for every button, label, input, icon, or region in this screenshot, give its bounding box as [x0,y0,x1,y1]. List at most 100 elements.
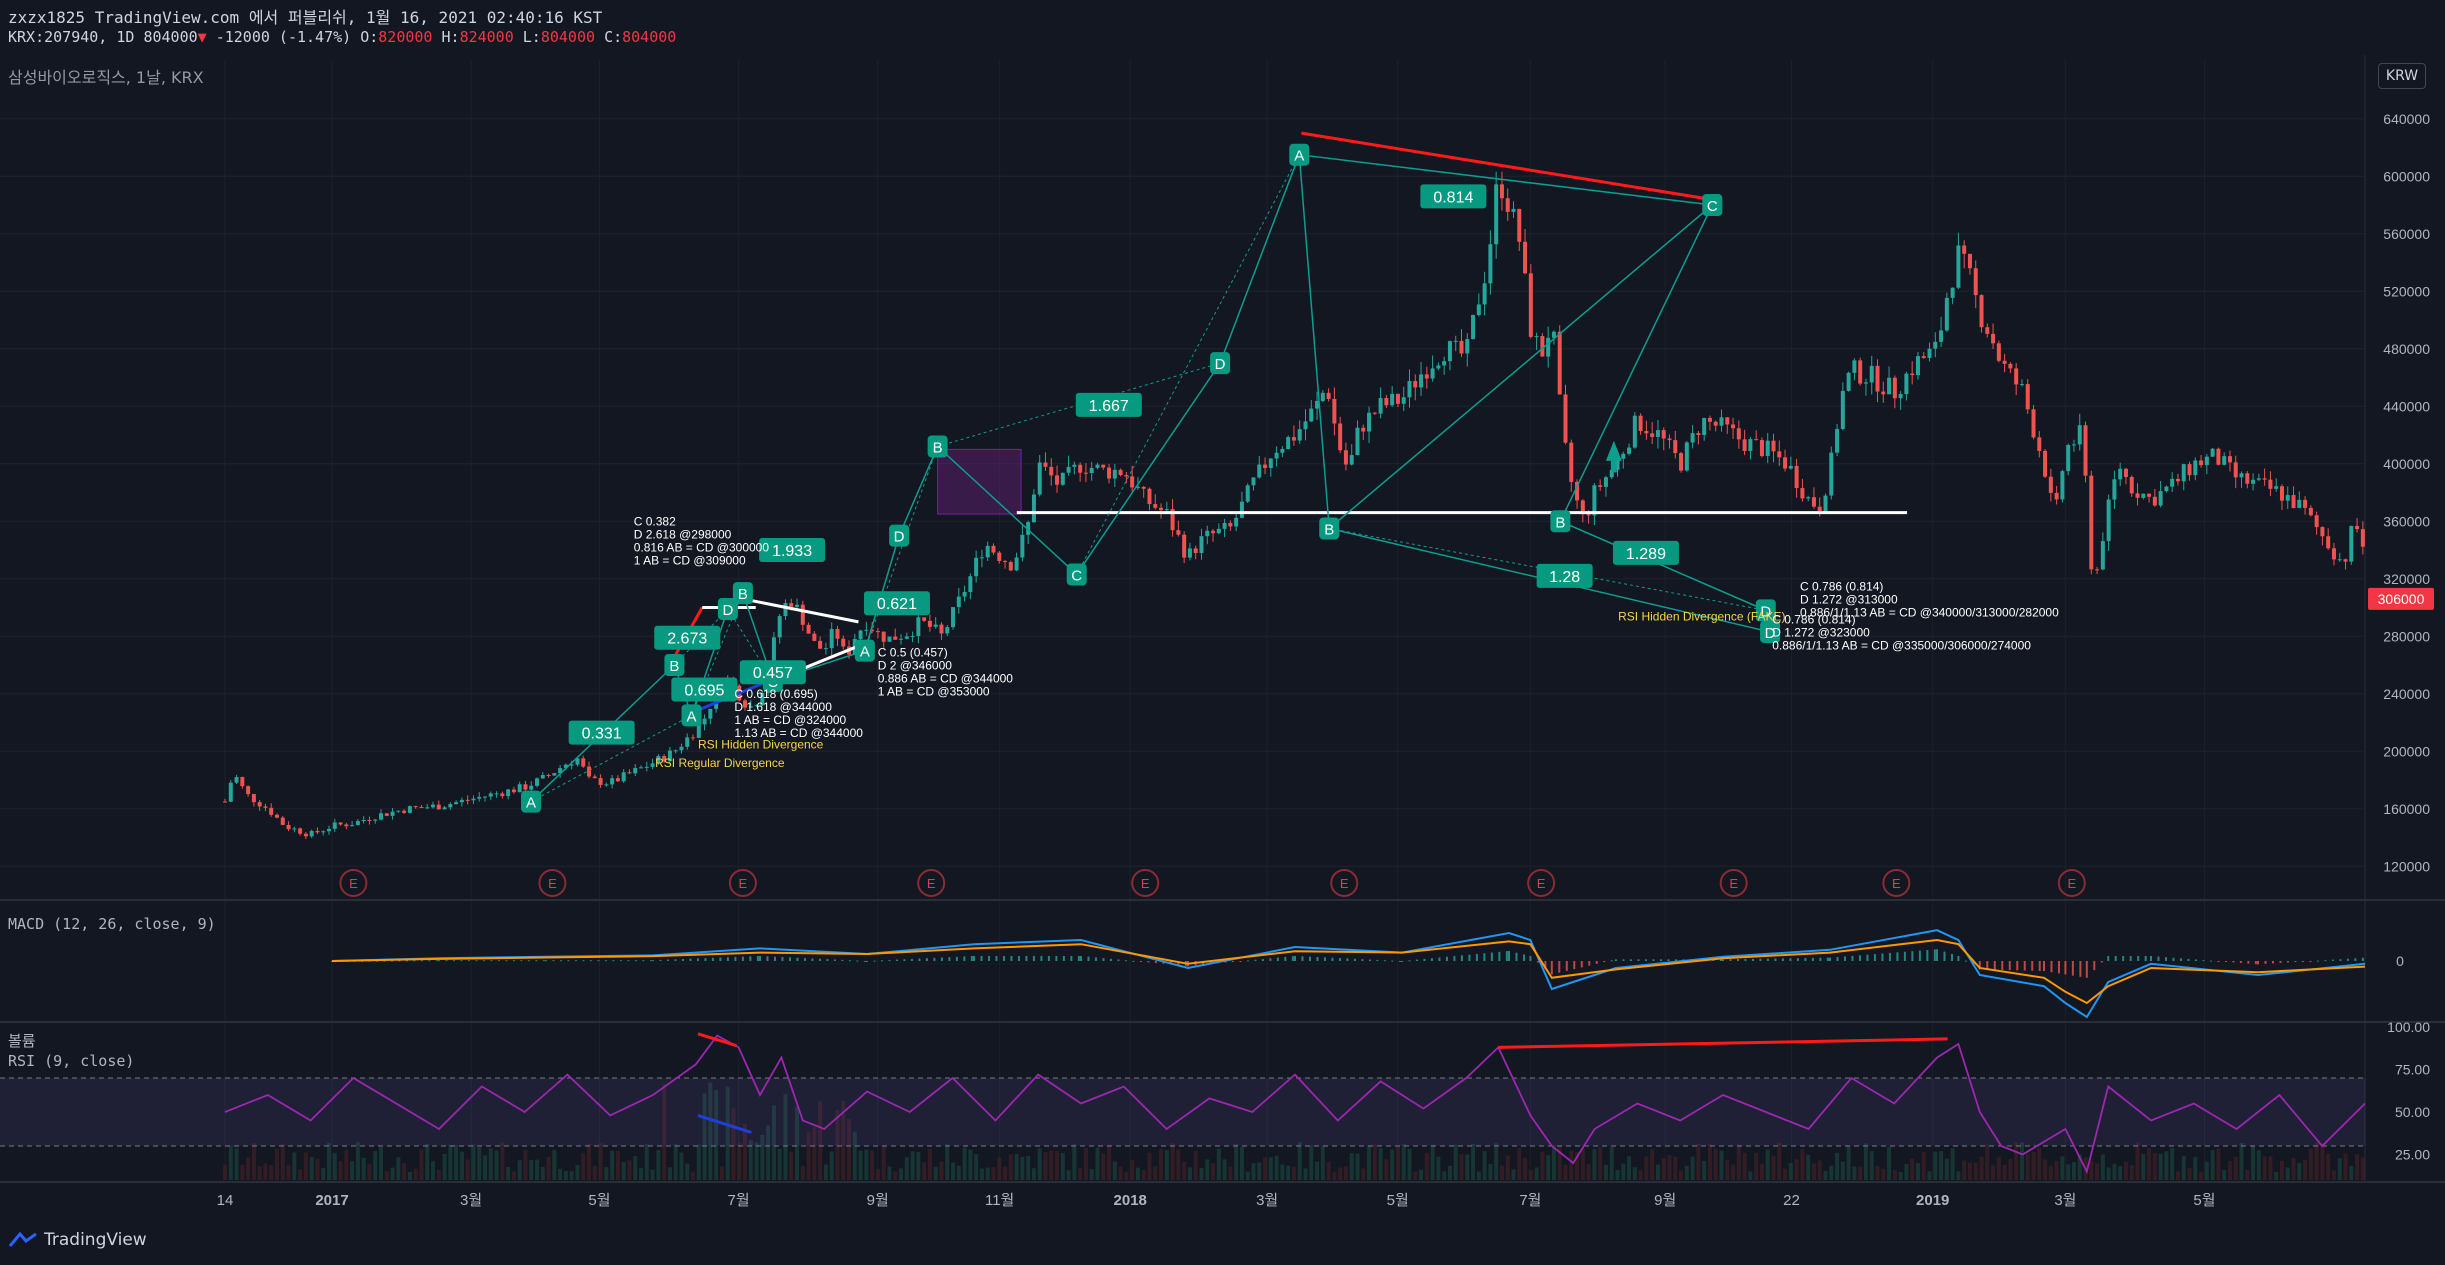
macd-histogram-bar [1811,957,1814,961]
pattern-annotation: D 2 @346000 [878,658,953,672]
macd-histogram-bar [1438,957,1441,961]
volume-bar [1390,1149,1395,1180]
candle-body [1159,507,1164,511]
candle-body [1690,433,1695,443]
volume-bar [1632,1167,1637,1180]
macd-histogram-bar [1301,956,1304,961]
pattern-annotation: RSI Hidden Divergence (FAKE) [1618,609,1785,623]
candle-body [280,817,285,825]
candle-body [2054,492,2059,500]
tradingview-logo[interactable]: TradingView [8,1230,147,1250]
volume-bar [1494,1143,1499,1180]
candle-body [1598,485,1603,487]
candle-body [1615,458,1620,470]
volume-bar [691,1171,696,1180]
volume-bar [598,1143,603,1180]
high-label: H: [441,28,460,46]
candle-body [1523,241,1528,274]
volume-bar [563,1171,568,1180]
volume-legend[interactable]: 볼륨 [8,1032,36,1050]
candle-body [1274,452,1279,459]
volume-bar [2025,1153,2030,1180]
volume-bar [1465,1154,1470,1180]
volume-bar [1286,1165,1291,1180]
candle-body [523,784,528,790]
candle-body [471,798,476,801]
macd-legend[interactable]: MACD (12, 26, close, 9) [8,915,216,933]
resistance-trendline [1301,131,1711,201]
volume-bar [1135,1167,1140,1180]
time-tick-label: 2018 [1114,1192,1147,1209]
macd-histogram-bar [1117,959,1120,961]
volume-bar [396,1157,401,1180]
pattern-point-box [1319,517,1340,540]
candle-body [2245,473,2250,484]
volume-bar [1511,1169,1516,1180]
candle-body [1858,360,1863,384]
price-tick-label: 200000 [2383,743,2430,759]
candle-body [511,789,516,793]
publish-info: zxzx1825 TradingView.com 에서 퍼블리쉬, 1월 16,… [8,4,602,28]
candle-body [488,793,493,797]
candle-body [2193,460,2198,476]
time-tick-label: 2019 [1916,1192,1949,1209]
macd-histogram-bar [2050,961,2053,973]
candle-body [1650,433,1655,437]
rsi-legend[interactable]: RSI (9, close) [8,1052,135,1070]
candle-body [344,824,349,827]
candle-body [1326,392,1331,399]
volume-bar [847,1118,852,1180]
candle-body [1759,440,1764,457]
price-tick-label: 440000 [2383,398,2430,414]
volume-bar [1239,1147,1244,1180]
time-tick-label: 7월 [1519,1192,1541,1209]
earnings-marker [1719,869,1748,897]
candle-body [2291,495,2296,508]
volume-bar [1482,1151,1487,1180]
candle-body [2060,471,2065,500]
volume-bar [743,1124,748,1180]
volume-bar [1731,1164,1736,1180]
candle-body [419,806,424,808]
candle-body [899,638,904,640]
candle-body [951,607,956,628]
volume-bar [2106,1167,2111,1180]
volume-bar [2355,1154,2360,1180]
candle-body [1563,394,1568,443]
candle-body [1234,517,1239,527]
candle-body [1887,377,1892,395]
candle-body [2083,425,2088,476]
ratio-label: 0.457 [753,665,793,682]
candle-body [1372,412,1377,414]
macd-histogram-bar [482,960,485,962]
candle-body [1031,494,1036,523]
volume-bar [1702,1160,1707,1180]
macd-histogram-bar [1744,958,1747,961]
main-legend[interactable]: 삼성바이오로직스, 1날, KRX [8,68,204,87]
candle-body [1777,451,1782,458]
candle-body [1499,184,1504,199]
currency-badge[interactable]: KRW [2378,63,2426,89]
volume-bar [1291,1166,1296,1180]
macd-histogram-bar [1261,958,1264,961]
pattern-point-label: C [1071,567,1082,584]
macd-histogram-bar [1819,957,1822,961]
candle-body [1806,497,1811,499]
macd-histogram-bar [1368,959,1371,961]
candle-body [1280,449,1285,453]
candle-body [864,629,869,631]
pattern-point-label: D [1765,625,1776,642]
volume-bar [2170,1148,2175,1180]
macd-histogram-bar [1903,951,1906,961]
volume-bar [581,1153,586,1180]
volume-bar [309,1157,314,1180]
volume-bar [1124,1171,1129,1180]
macd-histogram-bar [1239,961,1242,962]
pattern-point-box [1066,563,1087,586]
volume-bar [1725,1159,1730,1180]
candle-body [1517,208,1522,242]
candle-body [436,804,441,810]
volume-bar [852,1131,857,1180]
candle-body [459,799,464,803]
